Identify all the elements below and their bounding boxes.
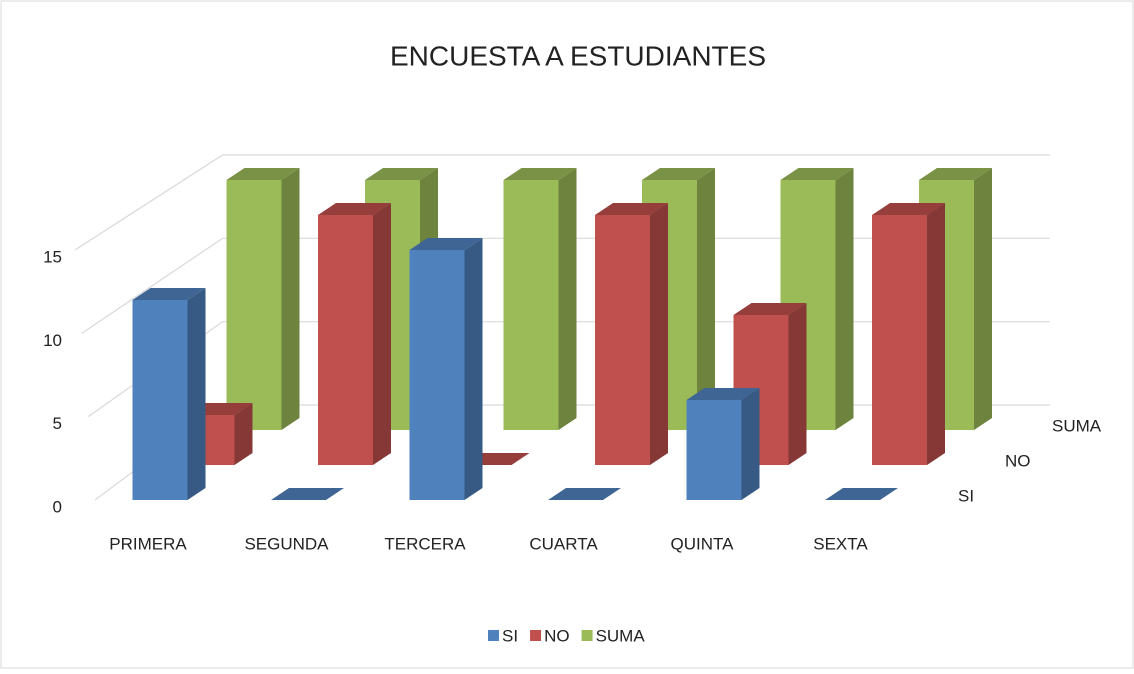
bar-front	[132, 300, 188, 500]
bar-side	[558, 168, 577, 430]
y-tick-label: 5	[53, 414, 62, 433]
bar-side	[373, 203, 391, 465]
bar-side	[281, 168, 300, 430]
x-tick-label: TERCERA	[384, 534, 466, 553]
bar-side	[464, 238, 483, 500]
bar-top	[226, 168, 300, 180]
bar-top	[318, 203, 391, 215]
legend-swatch	[488, 630, 499, 641]
bar-top	[733, 303, 807, 315]
bar-front	[226, 180, 282, 430]
bar-side	[974, 168, 992, 430]
grid-line	[81, 237, 1050, 334]
y-tick-label: 10	[43, 331, 62, 350]
bar-side	[835, 168, 854, 430]
bar-top	[780, 168, 854, 180]
legend-swatch	[530, 630, 542, 641]
bar-front	[686, 400, 742, 500]
bar-side	[187, 288, 206, 500]
chart-title: ENCUESTA A ESTUDIANTES	[390, 40, 766, 71]
bar-top	[503, 168, 577, 180]
bar-top	[825, 488, 898, 500]
depth-label: SUMA	[1052, 416, 1102, 435]
bar-front	[595, 215, 650, 465]
bar-top	[919, 168, 992, 180]
x-tick-label: CUARTA	[529, 534, 598, 553]
bar-top	[595, 203, 668, 215]
bar-top	[548, 488, 621, 500]
bar-front	[318, 215, 373, 465]
y-tick-label: 0	[53, 497, 62, 516]
grid-line	[74, 154, 1050, 251]
bar-side	[788, 303, 807, 465]
y-tick-label: 15	[43, 247, 62, 266]
bar-top	[409, 238, 483, 250]
bar-top	[271, 488, 344, 500]
depth-label: SI	[958, 486, 974, 505]
bar-top	[642, 168, 715, 180]
x-tick-label: SEGUNDA	[244, 534, 329, 553]
bar-front	[409, 250, 465, 500]
depth-label: NO	[1005, 451, 1031, 470]
bar-front	[872, 215, 927, 465]
bar-top	[132, 288, 206, 300]
bar-top	[872, 203, 945, 215]
bar-side	[650, 203, 668, 465]
legend-swatch	[581, 630, 593, 641]
legend-label: NO	[544, 626, 570, 645]
bar-side	[697, 168, 715, 430]
bar-front	[503, 180, 559, 430]
bar-top	[686, 388, 760, 400]
bar-side	[927, 203, 945, 465]
x-tick-label: PRIMERA	[109, 534, 187, 553]
legend-label: SUMA	[596, 626, 646, 645]
bar-top	[365, 168, 438, 180]
x-tick-label: QUINTA	[671, 534, 735, 553]
bar-side	[741, 388, 760, 500]
legend-label: SI	[502, 626, 518, 645]
x-tick-label: SEXTA	[813, 534, 868, 553]
bar-side	[234, 403, 253, 465]
